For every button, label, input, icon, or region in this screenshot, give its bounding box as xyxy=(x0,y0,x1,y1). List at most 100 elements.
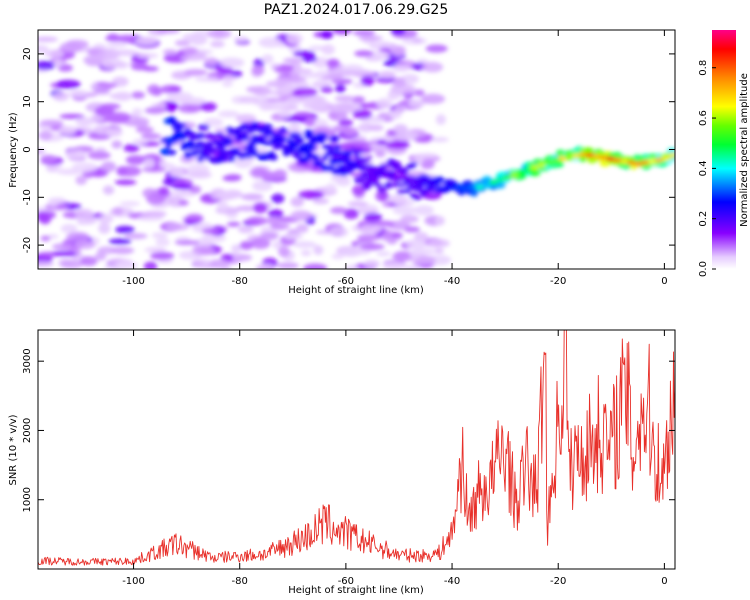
heatmap-cell xyxy=(108,238,132,245)
ridge-cell xyxy=(388,174,395,181)
heatmap-cell xyxy=(144,247,167,253)
ridge-core-cell xyxy=(454,185,464,191)
heatmap-cell xyxy=(360,75,375,87)
heatmap-cell xyxy=(364,259,380,268)
heatmap-cell xyxy=(266,216,281,225)
heatmap-cell xyxy=(402,37,428,45)
heatmap-cell xyxy=(435,114,446,125)
heatmap-cell xyxy=(57,64,73,72)
ridge-cell xyxy=(335,157,346,164)
heatmap-cell xyxy=(358,204,379,215)
x-tick-label: -40 xyxy=(444,276,460,287)
heatmap-cell xyxy=(223,75,238,81)
heatmap-cell xyxy=(286,33,303,45)
ridge-cell xyxy=(261,123,273,130)
heatmap-cell xyxy=(165,223,190,231)
heatmap-cell xyxy=(235,114,257,124)
ridge-cell xyxy=(225,137,234,146)
heatmap-cell xyxy=(304,116,316,127)
x-tick-label: -80 xyxy=(232,276,248,287)
heatmap-cell xyxy=(390,30,406,36)
heatmap-cell xyxy=(85,58,104,67)
ridge-cell xyxy=(193,149,202,155)
heatmap-cell xyxy=(96,82,118,89)
ridge-cell xyxy=(222,155,230,163)
heatmap-cell xyxy=(368,124,384,132)
ridge-cell xyxy=(393,175,403,183)
heatmap-cell xyxy=(39,119,64,127)
heatmap-cell xyxy=(165,101,177,113)
heatmap-cell xyxy=(404,226,421,233)
ridge-core-cell xyxy=(488,180,498,185)
heatmap-cell xyxy=(235,205,258,212)
heatmap-cell xyxy=(65,39,89,49)
ridge-core-cell xyxy=(530,165,540,170)
heatmap-cell xyxy=(326,58,340,68)
colorbar-tick-label: 0.4 xyxy=(698,160,709,176)
ridge-cell xyxy=(419,190,427,197)
ridge-cell xyxy=(517,173,527,180)
heatmap-cell xyxy=(331,78,353,85)
heatmap-cell xyxy=(327,72,344,80)
heatmap-cell xyxy=(76,218,88,226)
heatmap-cell xyxy=(338,119,354,127)
ridge-cell xyxy=(180,143,189,150)
heatmap-cell xyxy=(125,155,147,165)
heatmap-cell xyxy=(290,210,312,221)
heatmap-cell xyxy=(131,91,146,99)
heatmap-cell xyxy=(250,238,271,249)
heatmap-cell xyxy=(56,79,81,89)
heatmap-cell xyxy=(146,193,166,205)
heatmap-cell xyxy=(430,137,449,143)
heatmap-cell xyxy=(433,248,444,254)
heatmap-cell xyxy=(131,64,150,71)
heatmap-cell xyxy=(111,140,123,149)
colorbar-ticks: 0.0 0.2 0.4 0.6 0.8 xyxy=(698,60,716,277)
heatmap-cell xyxy=(292,87,318,97)
heatmap-cell xyxy=(87,151,111,160)
heatmap-cell xyxy=(393,199,415,206)
heatmap-cell xyxy=(427,239,450,248)
ridge-cell xyxy=(286,137,293,144)
heatmap-cell xyxy=(106,111,131,123)
heatmap-cell xyxy=(203,117,224,127)
heatmap-cell xyxy=(151,87,163,97)
heatmap-cell xyxy=(239,241,254,250)
heatmap-cell xyxy=(300,249,312,257)
snr-xlabel: Height of straight line (km) xyxy=(288,585,424,596)
heatmap-cell xyxy=(106,128,123,138)
ridge-cell xyxy=(365,180,373,189)
heatmap-cell xyxy=(422,191,442,200)
heatmap-cell xyxy=(114,91,133,102)
x-tick-label: -60 xyxy=(338,276,354,287)
heatmap-cell xyxy=(417,256,436,264)
heatmap-cell xyxy=(47,197,60,207)
heatmap-cell xyxy=(119,201,141,207)
ridge-cell xyxy=(267,129,275,135)
ridge-core-cell xyxy=(626,160,636,165)
colorbar: 0.0 0.2 0.4 0.6 0.8 Normalized spectral ampl… xyxy=(698,30,750,277)
heatmap-cell xyxy=(354,50,374,57)
heatmap-cell xyxy=(174,240,200,246)
ridge-cell xyxy=(294,136,305,144)
heatmap-cell xyxy=(43,49,64,58)
heatmap-cell xyxy=(370,144,388,151)
heatmap-cell xyxy=(369,220,395,227)
heatmap-cell xyxy=(104,35,128,42)
heatmap-cell xyxy=(330,206,348,215)
ridge-cell xyxy=(197,155,204,163)
heatmap-cell xyxy=(60,223,78,234)
heatmap-cell xyxy=(142,210,167,217)
heatmap-cell xyxy=(163,53,189,63)
heatmap-cell xyxy=(422,61,444,73)
heatmap-cell xyxy=(407,100,426,108)
heatmap-cell xyxy=(274,66,293,74)
heatmap-cell xyxy=(401,73,419,84)
ridge-cell xyxy=(242,152,254,159)
heatmap-cell xyxy=(150,251,175,260)
heatmap-cell xyxy=(246,216,268,226)
heatmap-cell xyxy=(338,143,365,150)
heatmap-cell xyxy=(155,238,170,247)
heatmap-cell xyxy=(253,202,268,214)
